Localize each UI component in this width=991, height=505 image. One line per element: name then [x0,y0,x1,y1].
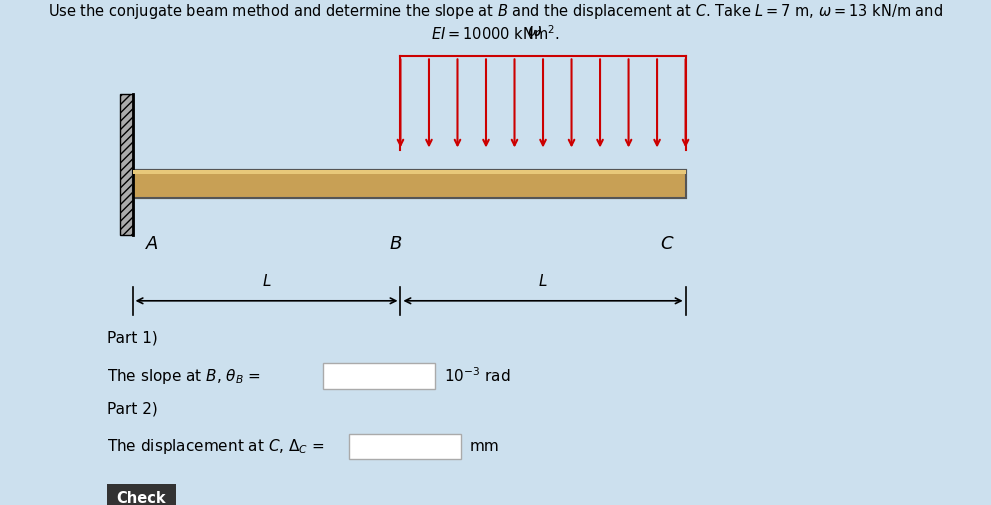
Bar [133,170,686,198]
Text: The displacement at $C$, $\Delta_C$ =: The displacement at $C$, $\Delta_C$ = [107,437,324,456]
Bar [133,170,686,179]
Text: The slope at $B$, $\theta_B$ =: The slope at $B$, $\theta_B$ = [107,367,261,385]
Text: $L$: $L$ [538,273,548,289]
Text: 10$^{-3}$ rad: 10$^{-3}$ rad [444,367,510,385]
Bar [323,363,435,389]
Bar [107,484,175,505]
Text: mm: mm [470,439,499,454]
Text: C: C [660,235,673,253]
Text: $L$: $L$ [262,273,272,289]
Text: Check: Check [117,491,166,505]
Bar [133,179,686,198]
Bar [133,170,686,198]
Bar [349,434,461,460]
Text: Use the conjugate beam method and determine the slope at $B$ and the displacemen: Use the conjugate beam method and determ… [48,3,943,43]
Text: B: B [389,235,402,253]
Text: Part 2): Part 2) [107,401,158,417]
Text: $\omega$: $\omega$ [527,22,542,40]
Bar [133,170,686,174]
Bar [120,94,133,235]
Text: Part 1): Part 1) [107,331,158,346]
Text: A: A [146,235,158,253]
